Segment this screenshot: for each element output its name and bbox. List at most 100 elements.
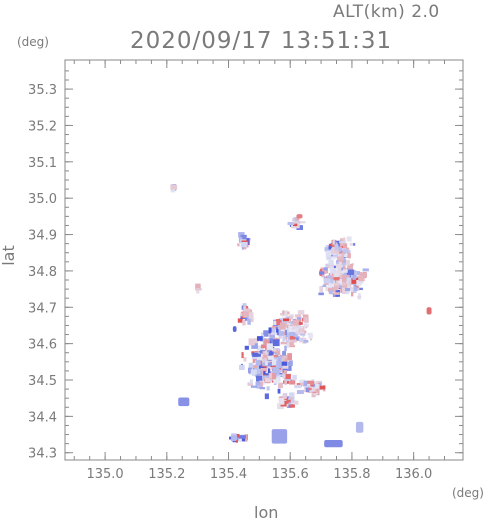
radar-cell [342, 279, 346, 283]
radar-cell [257, 353, 263, 361]
y-tick: 35.2 [28, 119, 463, 134]
y-tick-label: 35.1 [28, 156, 57, 171]
radar-cell [259, 364, 265, 369]
radar-cell [292, 323, 296, 329]
radar-cell [281, 310, 288, 317]
radar-cell [240, 234, 247, 242]
radar-cell [277, 355, 284, 362]
radar-cell [276, 329, 279, 335]
radar-cell [244, 345, 249, 350]
y-tick-label: 34.6 [28, 338, 57, 353]
x-axis-label: lon [254, 503, 279, 522]
radar-cell [299, 379, 306, 386]
radar-cell [327, 263, 335, 269]
radar-cell [267, 362, 274, 367]
radar-cell [277, 323, 282, 329]
radar-cell [354, 286, 358, 291]
radar-cell [278, 397, 285, 405]
x-tick-label: 135.6 [272, 467, 309, 482]
radar-cell [251, 342, 258, 349]
radar-cell [276, 361, 282, 367]
radar-cell [342, 274, 349, 278]
radar-cell [240, 241, 248, 248]
y-tick: 34.4 [28, 410, 463, 425]
radar-cell [328, 283, 335, 288]
radar-cell [335, 278, 339, 285]
radar-cell [343, 252, 348, 258]
radar-cell [289, 392, 295, 399]
radar-cell [335, 240, 341, 247]
radar-cell [265, 361, 268, 366]
radar-cell [358, 275, 365, 282]
radar-cell [325, 250, 332, 258]
radar-cell [337, 256, 344, 261]
radar-cell [341, 287, 346, 295]
axis-ticks: 135.0 135.2 135.4 135.6 135.8 136.0 34.3 34.4 34… [28, 60, 463, 482]
radar-cell [336, 259, 339, 264]
radar-cell [342, 263, 346, 266]
radar-cell [343, 272, 347, 276]
radar-cell [256, 384, 262, 389]
y-tick-label: 34.9 [28, 229, 57, 244]
radar-cell [300, 326, 304, 329]
x-tick-label: 135.8 [333, 467, 370, 482]
radar-cell [292, 374, 297, 381]
radar-cell [259, 358, 267, 365]
radar-cell [331, 248, 335, 254]
radar-cell [286, 315, 294, 320]
radar-cell [310, 381, 318, 386]
radar-cell [322, 284, 327, 288]
radar-cell [296, 390, 304, 395]
radar-cell [287, 341, 294, 346]
radar-cell [282, 373, 286, 379]
radar-cell [263, 330, 269, 337]
radar-cell [282, 351, 287, 358]
y-tick-label: 34.8 [28, 265, 57, 280]
radar-cell [272, 348, 277, 352]
radar-cell [248, 312, 254, 319]
radar-cell [245, 308, 251, 312]
radar-cell [360, 272, 368, 278]
radar-cell [272, 354, 279, 358]
radar-cell [300, 338, 304, 341]
radar-cell [284, 329, 287, 336]
radar-cell [280, 342, 287, 345]
radar-cell [287, 342, 290, 348]
radar-cell [278, 374, 284, 377]
radar-cell [351, 277, 358, 284]
radar-cell [333, 250, 340, 254]
radar-cell [286, 399, 292, 404]
radar-cell [325, 263, 329, 269]
radar-cell [334, 253, 338, 257]
radar-cell [347, 287, 353, 291]
radar-cell [256, 375, 263, 381]
radar-cell [318, 292, 324, 296]
radar-cell [348, 279, 351, 287]
radar-cell [292, 223, 298, 227]
radar-cell [325, 244, 330, 248]
radar-cell [346, 281, 349, 289]
radar-cell [295, 337, 299, 341]
radar-cell [334, 282, 340, 286]
radar-cell [262, 362, 268, 367]
radar-cell [260, 344, 267, 349]
radar-cell [256, 345, 262, 352]
radar-cell [347, 264, 354, 271]
radar-cell [357, 295, 362, 299]
radar-cell [294, 385, 302, 389]
radar-cell [288, 345, 296, 348]
radar-cell [319, 271, 325, 275]
radar-cell [272, 366, 280, 374]
radar-cell [346, 236, 352, 242]
radar-cell [303, 323, 309, 328]
radar-cell [343, 259, 351, 266]
radar-cell [170, 184, 178, 190]
observation-field [170, 183, 432, 448]
radar-cell [335, 261, 342, 269]
radar-cell [283, 318, 290, 322]
radar-cell [337, 267, 342, 275]
radar-cell [300, 382, 307, 386]
radar-cell [328, 260, 334, 266]
radar-cell [273, 320, 278, 326]
radar-cell [288, 404, 295, 408]
